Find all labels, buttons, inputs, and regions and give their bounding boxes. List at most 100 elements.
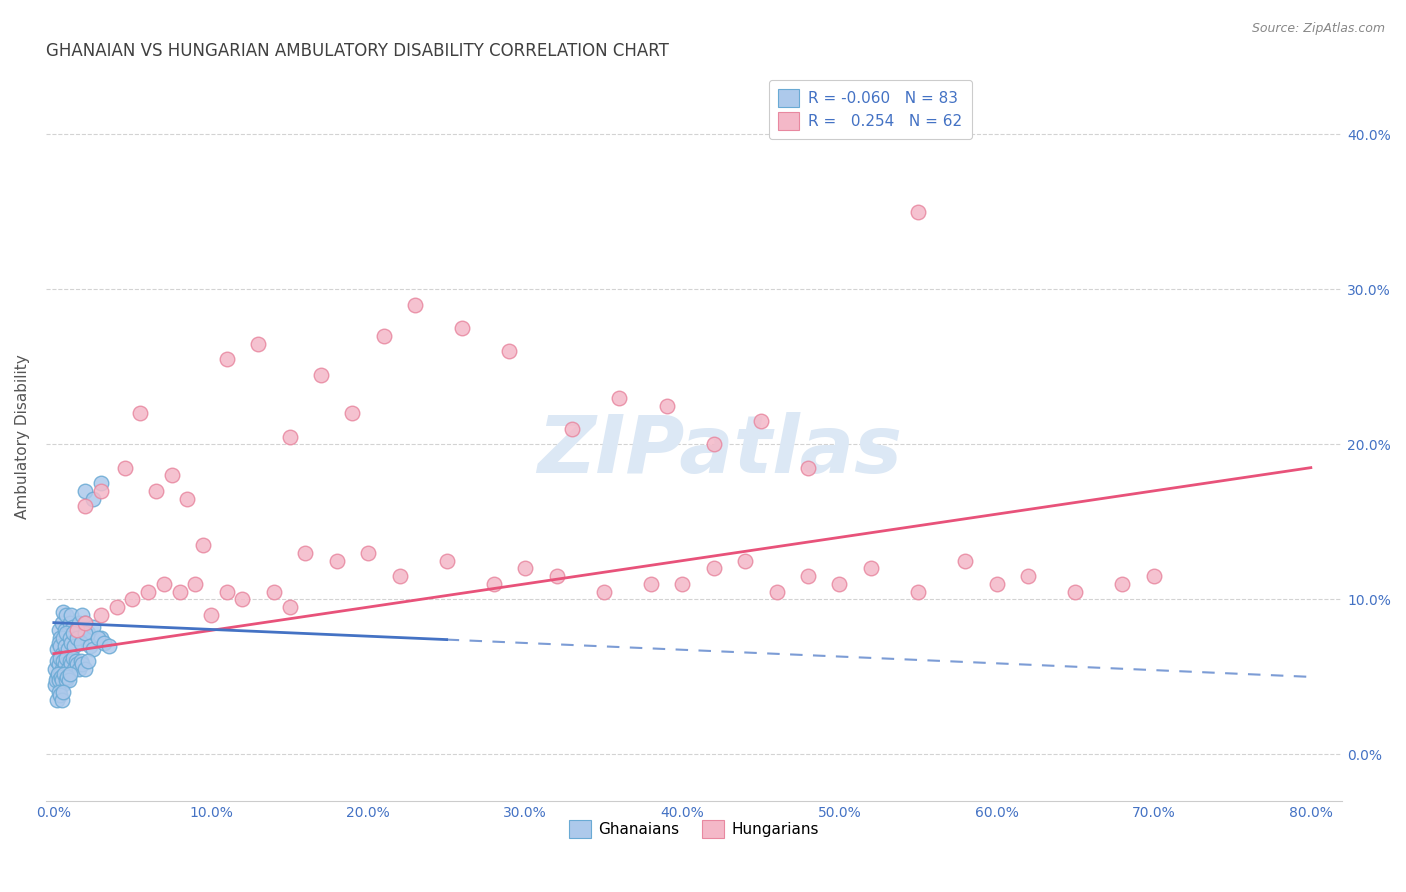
Point: [75, 615, 97, 630]
Point: [58, 615, 80, 630]
Point: [160, 468, 183, 483]
Point: [77, 626, 100, 640]
Point: [66, 631, 89, 645]
Point: [90, 631, 112, 645]
Point: [191, 538, 214, 552]
Point: [498, 344, 520, 359]
Point: [75, 662, 97, 676]
Point: [184, 577, 207, 591]
Point: [49, 670, 72, 684]
Point: [640, 577, 662, 591]
Point: [53, 666, 76, 681]
Point: [1111, 577, 1133, 591]
Point: [56, 662, 79, 676]
Point: [215, 584, 238, 599]
Point: [592, 584, 614, 599]
Point: [62, 651, 84, 665]
Point: [546, 569, 568, 583]
Point: [56, 670, 79, 684]
Point: [44, 678, 66, 692]
Point: [82, 642, 104, 657]
Point: [49, 651, 72, 665]
Point: [70, 657, 93, 672]
Point: [828, 577, 851, 591]
Point: [46, 642, 69, 657]
Point: [70, 607, 93, 622]
Point: [859, 561, 882, 575]
Point: [49, 666, 72, 681]
Point: [62, 620, 84, 634]
Point: [734, 554, 756, 568]
Point: [655, 399, 678, 413]
Point: [51, 662, 73, 676]
Point: [404, 298, 426, 312]
Point: [75, 615, 97, 630]
Point: [129, 406, 152, 420]
Point: [153, 577, 176, 591]
Point: [55, 626, 77, 640]
Point: [62, 626, 84, 640]
Point: [451, 321, 474, 335]
Y-axis label: Ambulatory Disability: Ambulatory Disability: [15, 354, 30, 519]
Point: [703, 561, 725, 575]
Point: [48, 685, 70, 699]
Point: [48, 673, 70, 687]
Point: [278, 600, 301, 615]
Point: [46, 693, 69, 707]
Legend: Ghanaians, Hungarians: Ghanaians, Hungarians: [564, 814, 825, 844]
Point: [49, 639, 72, 653]
Point: [79, 639, 101, 653]
Point: [48, 657, 70, 672]
Point: [46, 666, 69, 681]
Point: [121, 592, 143, 607]
Point: [69, 624, 91, 638]
Point: [52, 654, 75, 668]
Point: [66, 626, 89, 640]
Point: [176, 491, 198, 506]
Point: [169, 584, 191, 599]
Point: [136, 584, 159, 599]
Point: [67, 615, 90, 630]
Point: [797, 460, 820, 475]
Point: [63, 639, 86, 653]
Point: [63, 662, 86, 676]
Point: [90, 607, 112, 622]
Point: [65, 654, 87, 668]
Point: [46, 670, 69, 684]
Point: [278, 430, 301, 444]
Point: [51, 673, 73, 687]
Point: [69, 654, 91, 668]
Point: [60, 636, 83, 650]
Point: [75, 500, 97, 514]
Text: GHANAIAN VS HUNGARIAN AMBULATORY DISABILITY CORRELATION CHART: GHANAIAN VS HUNGARIAN AMBULATORY DISABIL…: [46, 42, 669, 60]
Point: [1143, 569, 1166, 583]
Point: [105, 600, 128, 615]
Point: [58, 631, 80, 645]
Point: [609, 391, 631, 405]
Point: [58, 673, 80, 687]
Point: [357, 546, 380, 560]
Text: Source: ZipAtlas.com: Source: ZipAtlas.com: [1251, 22, 1385, 36]
Point: [53, 639, 76, 653]
Point: [797, 569, 820, 583]
Text: ZIPatlas: ZIPatlas: [537, 412, 903, 491]
Point: [231, 592, 253, 607]
Point: [765, 584, 787, 599]
Point: [45, 673, 67, 687]
Point: [55, 673, 77, 687]
Point: [215, 352, 238, 367]
Point: [561, 422, 583, 436]
Point: [82, 491, 104, 506]
Point: [53, 624, 76, 638]
Point: [671, 577, 693, 591]
Point: [66, 624, 89, 638]
Point: [48, 636, 70, 650]
Point: [309, 368, 332, 382]
Point: [49, 631, 72, 645]
Point: [145, 483, 167, 498]
Point: [51, 693, 73, 707]
Point: [58, 654, 80, 668]
Point: [97, 639, 120, 653]
Point: [52, 685, 75, 699]
Point: [55, 651, 77, 665]
